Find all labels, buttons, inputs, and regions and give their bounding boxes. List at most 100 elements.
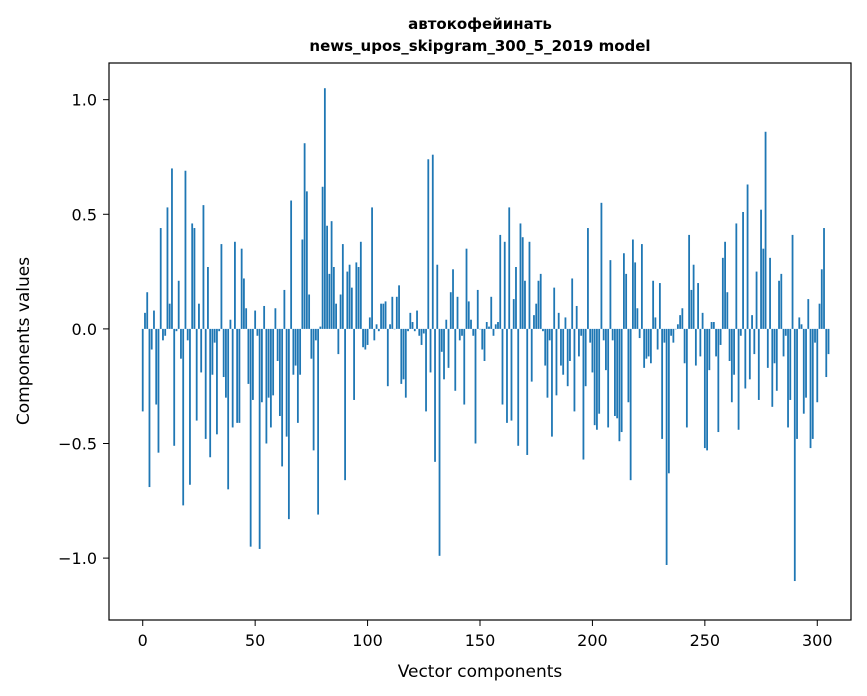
bar bbox=[326, 225, 328, 329]
bar bbox=[305, 191, 308, 329]
bar bbox=[364, 328, 367, 350]
bar bbox=[775, 328, 778, 391]
bar bbox=[148, 328, 151, 488]
bar bbox=[409, 312, 412, 329]
bar bbox=[227, 328, 230, 490]
bar bbox=[287, 328, 290, 520]
bar bbox=[688, 234, 691, 329]
bar bbox=[209, 328, 212, 458]
bar bbox=[672, 328, 675, 343]
bar bbox=[436, 264, 439, 329]
bar bbox=[679, 315, 682, 329]
bar bbox=[402, 328, 405, 380]
bar bbox=[377, 328, 380, 332]
bar bbox=[744, 328, 747, 389]
bar bbox=[211, 328, 214, 375]
bar bbox=[328, 273, 331, 329]
bar bbox=[265, 328, 268, 444]
bar bbox=[276, 328, 279, 361]
bar bbox=[299, 328, 302, 375]
bar bbox=[474, 328, 477, 444]
bar bbox=[638, 328, 641, 339]
bar bbox=[258, 328, 261, 549]
bar bbox=[755, 271, 758, 329]
bar bbox=[654, 317, 657, 329]
bar bbox=[694, 328, 697, 366]
bar bbox=[231, 328, 234, 428]
bar bbox=[784, 328, 787, 336]
bar bbox=[182, 328, 185, 506]
bar bbox=[645, 328, 648, 359]
bar bbox=[422, 328, 425, 334]
bar bbox=[526, 328, 529, 455]
bar bbox=[517, 328, 520, 446]
bar bbox=[225, 328, 227, 398]
bar bbox=[600, 202, 603, 329]
bar bbox=[548, 328, 551, 341]
bar bbox=[616, 328, 619, 419]
y-tick-label: −1.0 bbox=[58, 549, 97, 568]
bar bbox=[407, 328, 409, 332]
bar bbox=[162, 328, 164, 341]
bar bbox=[699, 328, 702, 357]
bar bbox=[580, 328, 583, 336]
bar bbox=[587, 228, 589, 329]
bar bbox=[229, 319, 232, 329]
bar bbox=[564, 317, 567, 329]
bar bbox=[521, 237, 524, 329]
bar bbox=[386, 328, 389, 387]
bar bbox=[314, 328, 317, 341]
bar bbox=[742, 211, 744, 329]
bar bbox=[818, 303, 821, 329]
bar bbox=[623, 253, 625, 329]
bar bbox=[510, 328, 513, 421]
bar bbox=[656, 328, 659, 350]
bar bbox=[598, 328, 601, 414]
bar bbox=[373, 328, 376, 341]
bar bbox=[238, 328, 241, 423]
bar bbox=[809, 328, 812, 449]
bar bbox=[701, 312, 704, 329]
bar bbox=[726, 292, 729, 329]
y-tick-label: 0.5 bbox=[72, 205, 97, 224]
bar bbox=[272, 328, 275, 396]
bar bbox=[823, 228, 825, 329]
bar bbox=[683, 328, 686, 364]
bar bbox=[303, 143, 306, 329]
bar bbox=[234, 241, 236, 329]
bar bbox=[312, 328, 315, 451]
bar bbox=[323, 88, 326, 329]
bar bbox=[773, 328, 776, 364]
bar bbox=[492, 328, 495, 336]
x-tick-label: 250 bbox=[690, 631, 721, 650]
bar bbox=[236, 328, 239, 423]
bar bbox=[712, 322, 715, 329]
x-tick-label: 50 bbox=[245, 631, 265, 650]
bar bbox=[207, 267, 209, 329]
chart-title-line1: автокофейинать bbox=[408, 15, 552, 33]
bar bbox=[539, 273, 542, 329]
bar bbox=[425, 328, 427, 412]
y-tick-label: 1.0 bbox=[72, 91, 97, 110]
bar bbox=[384, 301, 387, 329]
bar bbox=[254, 310, 257, 329]
bar bbox=[640, 244, 643, 329]
bar bbox=[627, 328, 630, 403]
bar bbox=[611, 328, 614, 341]
bar bbox=[353, 328, 355, 400]
bar bbox=[389, 324, 391, 329]
bar bbox=[447, 328, 450, 368]
bar bbox=[454, 328, 457, 391]
bar bbox=[667, 328, 670, 474]
bar bbox=[380, 303, 382, 329]
bar bbox=[256, 328, 259, 336]
bar bbox=[290, 200, 293, 329]
bar bbox=[195, 328, 198, 421]
bar bbox=[665, 328, 668, 565]
bar bbox=[332, 267, 335, 329]
bar bbox=[348, 264, 351, 329]
bar bbox=[198, 303, 200, 329]
bar bbox=[751, 315, 753, 329]
bar bbox=[762, 248, 765, 329]
